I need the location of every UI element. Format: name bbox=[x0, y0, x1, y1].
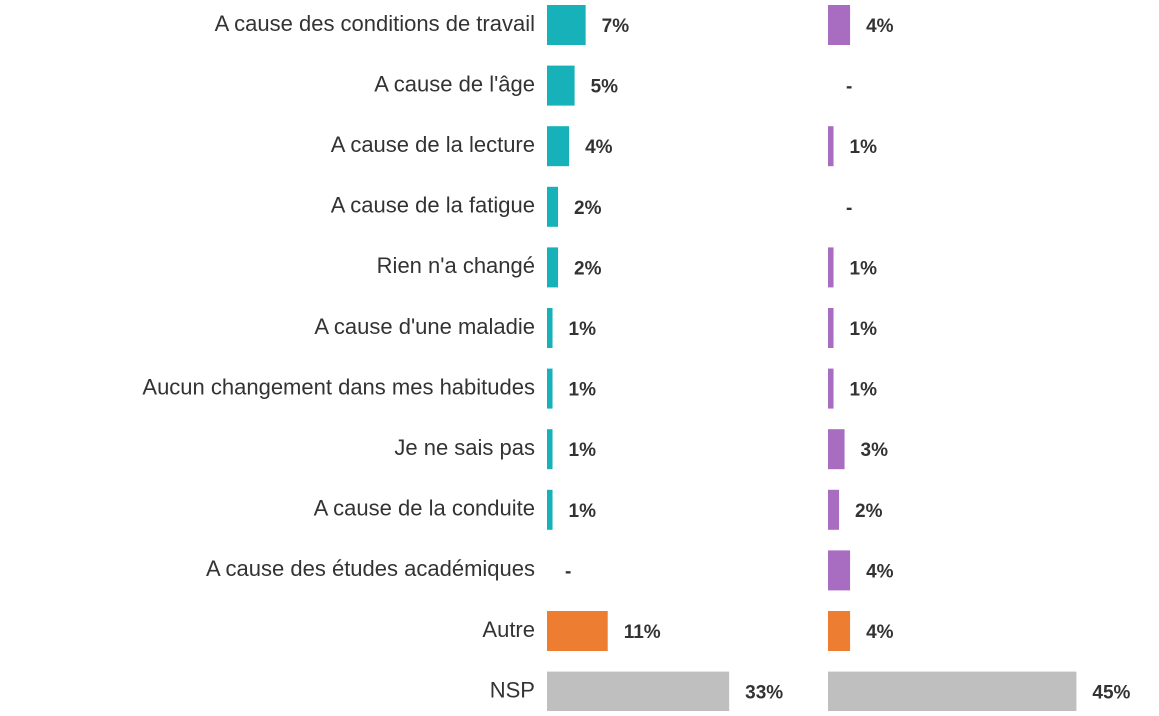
category-label: Rien n'a changé bbox=[377, 253, 535, 278]
bar bbox=[547, 126, 570, 167]
value-label: 1% bbox=[569, 440, 597, 461]
category-label: Je ne sais pas bbox=[394, 435, 535, 460]
value-label: 1% bbox=[569, 319, 597, 340]
category-label: A cause de la conduite bbox=[314, 496, 535, 521]
value-label: 1% bbox=[850, 258, 878, 279]
value-label: 1% bbox=[569, 501, 597, 522]
bar bbox=[828, 671, 1077, 712]
bar bbox=[828, 368, 834, 409]
value-label: 2% bbox=[855, 501, 883, 522]
bar bbox=[547, 65, 575, 106]
value-label: 1% bbox=[850, 319, 878, 340]
bar bbox=[547, 308, 553, 348]
bar bbox=[547, 489, 553, 530]
category-label: A cause des conditions de travail bbox=[215, 11, 535, 36]
value-label: 4% bbox=[585, 137, 613, 158]
category-label: A cause de l'âge bbox=[374, 71, 535, 96]
value-label: 2% bbox=[574, 198, 602, 219]
bar bbox=[547, 368, 553, 409]
category-label: A cause de la lecture bbox=[331, 132, 535, 157]
value-label: - bbox=[565, 561, 571, 582]
category-label: NSP bbox=[490, 677, 535, 702]
bar bbox=[828, 611, 851, 651]
value-label: 45% bbox=[1092, 683, 1130, 704]
bar bbox=[547, 671, 730, 712]
bar bbox=[828, 429, 845, 470]
value-label: 4% bbox=[866, 561, 894, 582]
bar bbox=[547, 5, 586, 45]
bar bbox=[828, 247, 834, 288]
value-label: 4% bbox=[866, 16, 894, 37]
value-label: - bbox=[846, 77, 852, 98]
category-label: Autre bbox=[482, 617, 535, 642]
category-label: A cause des études académiques bbox=[206, 556, 535, 581]
value-label: 5% bbox=[591, 77, 619, 98]
value-label: 1% bbox=[569, 380, 597, 401]
value-label: 7% bbox=[602, 16, 630, 37]
bar bbox=[547, 247, 559, 288]
category-label: A cause d'une maladie bbox=[314, 314, 535, 339]
bar bbox=[547, 429, 553, 470]
value-label: 1% bbox=[850, 380, 878, 401]
bar bbox=[828, 489, 840, 530]
value-label: 1% bbox=[850, 137, 878, 158]
category-label: A cause de la fatigue bbox=[331, 193, 535, 218]
value-label: - bbox=[846, 198, 852, 219]
value-label: 2% bbox=[574, 258, 602, 279]
bar bbox=[547, 611, 608, 651]
bar bbox=[828, 308, 834, 348]
category-label: Aucun changement dans mes habitudes bbox=[142, 374, 535, 399]
value-label: 33% bbox=[745, 683, 783, 704]
bar bbox=[828, 5, 851, 45]
bar bbox=[547, 186, 559, 227]
value-label: 3% bbox=[861, 440, 889, 461]
bar bbox=[828, 126, 834, 167]
value-label: 11% bbox=[624, 622, 661, 643]
bar bbox=[828, 550, 851, 591]
value-label: 4% bbox=[866, 622, 894, 643]
